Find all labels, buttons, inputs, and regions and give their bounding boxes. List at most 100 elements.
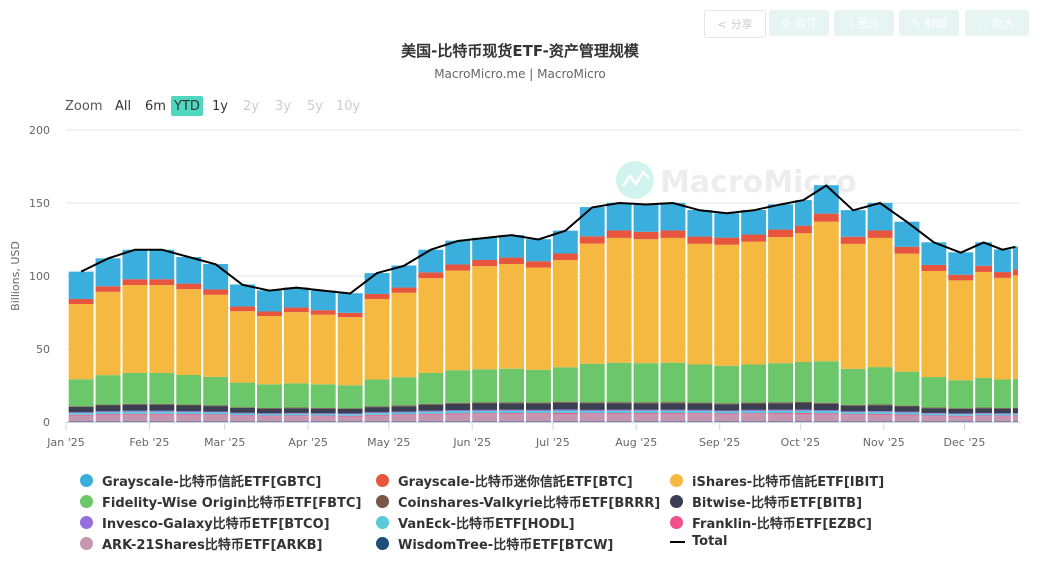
- bar-segment[interactable]: [176, 414, 202, 415]
- bar-segment[interactable]: [391, 405, 417, 407]
- bar-segment[interactable]: [794, 412, 812, 414]
- bar-segment[interactable]: [256, 316, 282, 385]
- bar-segment[interactable]: [472, 266, 498, 370]
- bar-segment[interactable]: [525, 409, 551, 411]
- bar-segment[interactable]: [472, 410, 498, 414]
- bar-segment[interactable]: [921, 408, 947, 413]
- bar-segment[interactable]: [633, 410, 659, 414]
- legend-item[interactable]: Grayscale-比特币迷你信託ETF[BTC]: [376, 471, 633, 490]
- bar-segment[interactable]: [525, 239, 551, 262]
- bar-segment[interactable]: [391, 377, 417, 406]
- customize-button[interactable]: ⚙ 自订: [769, 10, 829, 36]
- bar-segment[interactable]: [1012, 413, 1018, 414]
- bar-segment[interactable]: [122, 414, 148, 422]
- bar-segment[interactable]: [552, 367, 578, 402]
- bar-segment[interactable]: [95, 286, 121, 292]
- bar-segment[interactable]: [230, 416, 255, 422]
- bar-segment[interactable]: [994, 416, 1011, 422]
- bar-segment[interactable]: [840, 404, 866, 406]
- bar-segment[interactable]: [445, 370, 471, 403]
- bar-segment[interactable]: [894, 412, 920, 415]
- bar-segment[interactable]: [606, 202, 632, 231]
- bar-segment[interactable]: [975, 407, 993, 409]
- bar-segment[interactable]: [741, 241, 767, 365]
- bar-segment[interactable]: [364, 412, 390, 415]
- bar-segment[interactable]: [95, 291, 121, 376]
- bar-segment[interactable]: [975, 377, 993, 408]
- bar-segment[interactable]: [714, 365, 740, 404]
- bar-segment[interactable]: [714, 411, 740, 414]
- bar-segment[interactable]: [813, 414, 839, 422]
- bar-segment[interactable]: [606, 402, 632, 404]
- bar-segment[interactable]: [768, 237, 793, 364]
- bar-segment[interactable]: [579, 363, 605, 403]
- bar-segment[interactable]: [95, 414, 121, 415]
- bar-segment[interactable]: [741, 234, 767, 242]
- bar-segment[interactable]: [867, 404, 893, 406]
- bar-segment[interactable]: [840, 411, 866, 413]
- bar-segment[interactable]: [337, 408, 363, 410]
- bar-segment[interactable]: [813, 413, 839, 415]
- bar-segment[interactable]: [894, 253, 920, 372]
- bar-segment[interactable]: [310, 407, 336, 409]
- bar-segment[interactable]: [579, 402, 605, 404]
- bar-segment[interactable]: [472, 259, 498, 267]
- bar-segment[interactable]: [445, 413, 471, 415]
- bar-segment[interactable]: [391, 411, 417, 413]
- bar-segment[interactable]: [283, 312, 309, 384]
- range-2y[interactable]: 2y: [243, 98, 259, 114]
- bar-segment[interactable]: [633, 204, 659, 232]
- bar-segment[interactable]: [1012, 275, 1018, 379]
- bar-segment[interactable]: [364, 412, 390, 413]
- bar-segment[interactable]: [122, 411, 148, 414]
- bar-segment[interactable]: [921, 242, 947, 265]
- bar-segment[interactable]: [813, 185, 839, 214]
- bar-segment[interactable]: [714, 414, 740, 422]
- bar-segment[interactable]: [994, 413, 1011, 414]
- bar-segment[interactable]: [687, 409, 713, 411]
- bar-segment[interactable]: [606, 403, 632, 410]
- bar-segment[interactable]: [741, 410, 767, 414]
- bar-segment[interactable]: [445, 403, 471, 411]
- bar-segment[interactable]: [579, 243, 605, 364]
- bar-segment[interactable]: [948, 414, 974, 416]
- range-1y[interactable]: 1y: [212, 98, 228, 114]
- bar-segment[interactable]: [768, 410, 793, 414]
- bar-segment[interactable]: [921, 271, 947, 378]
- bar-segment[interactable]: [256, 384, 282, 408]
- bar-segment[interactable]: [472, 402, 498, 404]
- bar-segment[interactable]: [472, 369, 498, 403]
- bar-segment[interactable]: [418, 413, 444, 415]
- bar-segment[interactable]: [687, 403, 713, 410]
- bar-segment[interactable]: [768, 414, 793, 422]
- bar-segment[interactable]: [975, 415, 993, 417]
- bar-segment[interactable]: [364, 414, 390, 416]
- bar-segment[interactable]: [391, 412, 417, 415]
- bar-segment[interactable]: [794, 413, 812, 422]
- bar-segment[interactable]: [203, 411, 229, 413]
- bar-segment[interactable]: [445, 240, 471, 265]
- bar-segment[interactable]: [68, 414, 94, 416]
- bar-segment[interactable]: [364, 415, 390, 422]
- bar-segment[interactable]: [445, 414, 471, 422]
- bar-segment[interactable]: [606, 410, 632, 414]
- bar-segment[interactable]: [687, 210, 713, 237]
- bar-segment[interactable]: [176, 289, 202, 375]
- bar-segment[interactable]: [203, 415, 229, 422]
- bar-segment[interactable]: [418, 414, 444, 422]
- bar-segment[interactable]: [256, 311, 282, 317]
- bar-segment[interactable]: [391, 415, 417, 422]
- bar-segment[interactable]: [867, 367, 893, 405]
- bar-segment[interactable]: [633, 231, 659, 240]
- bar-segment[interactable]: [391, 265, 417, 288]
- bar-segment[interactable]: [867, 413, 893, 415]
- bar-segment[interactable]: [768, 204, 793, 230]
- bar-segment[interactable]: [1012, 413, 1018, 416]
- bar-segment[interactable]: [176, 405, 202, 412]
- bar-segment[interactable]: [867, 237, 893, 368]
- bar-segment[interactable]: [813, 361, 839, 403]
- bar-segment[interactable]: [714, 213, 740, 238]
- bar-segment[interactable]: [714, 413, 740, 415]
- bar-segment[interactable]: [741, 210, 767, 235]
- bar-segment[interactable]: [364, 273, 390, 294]
